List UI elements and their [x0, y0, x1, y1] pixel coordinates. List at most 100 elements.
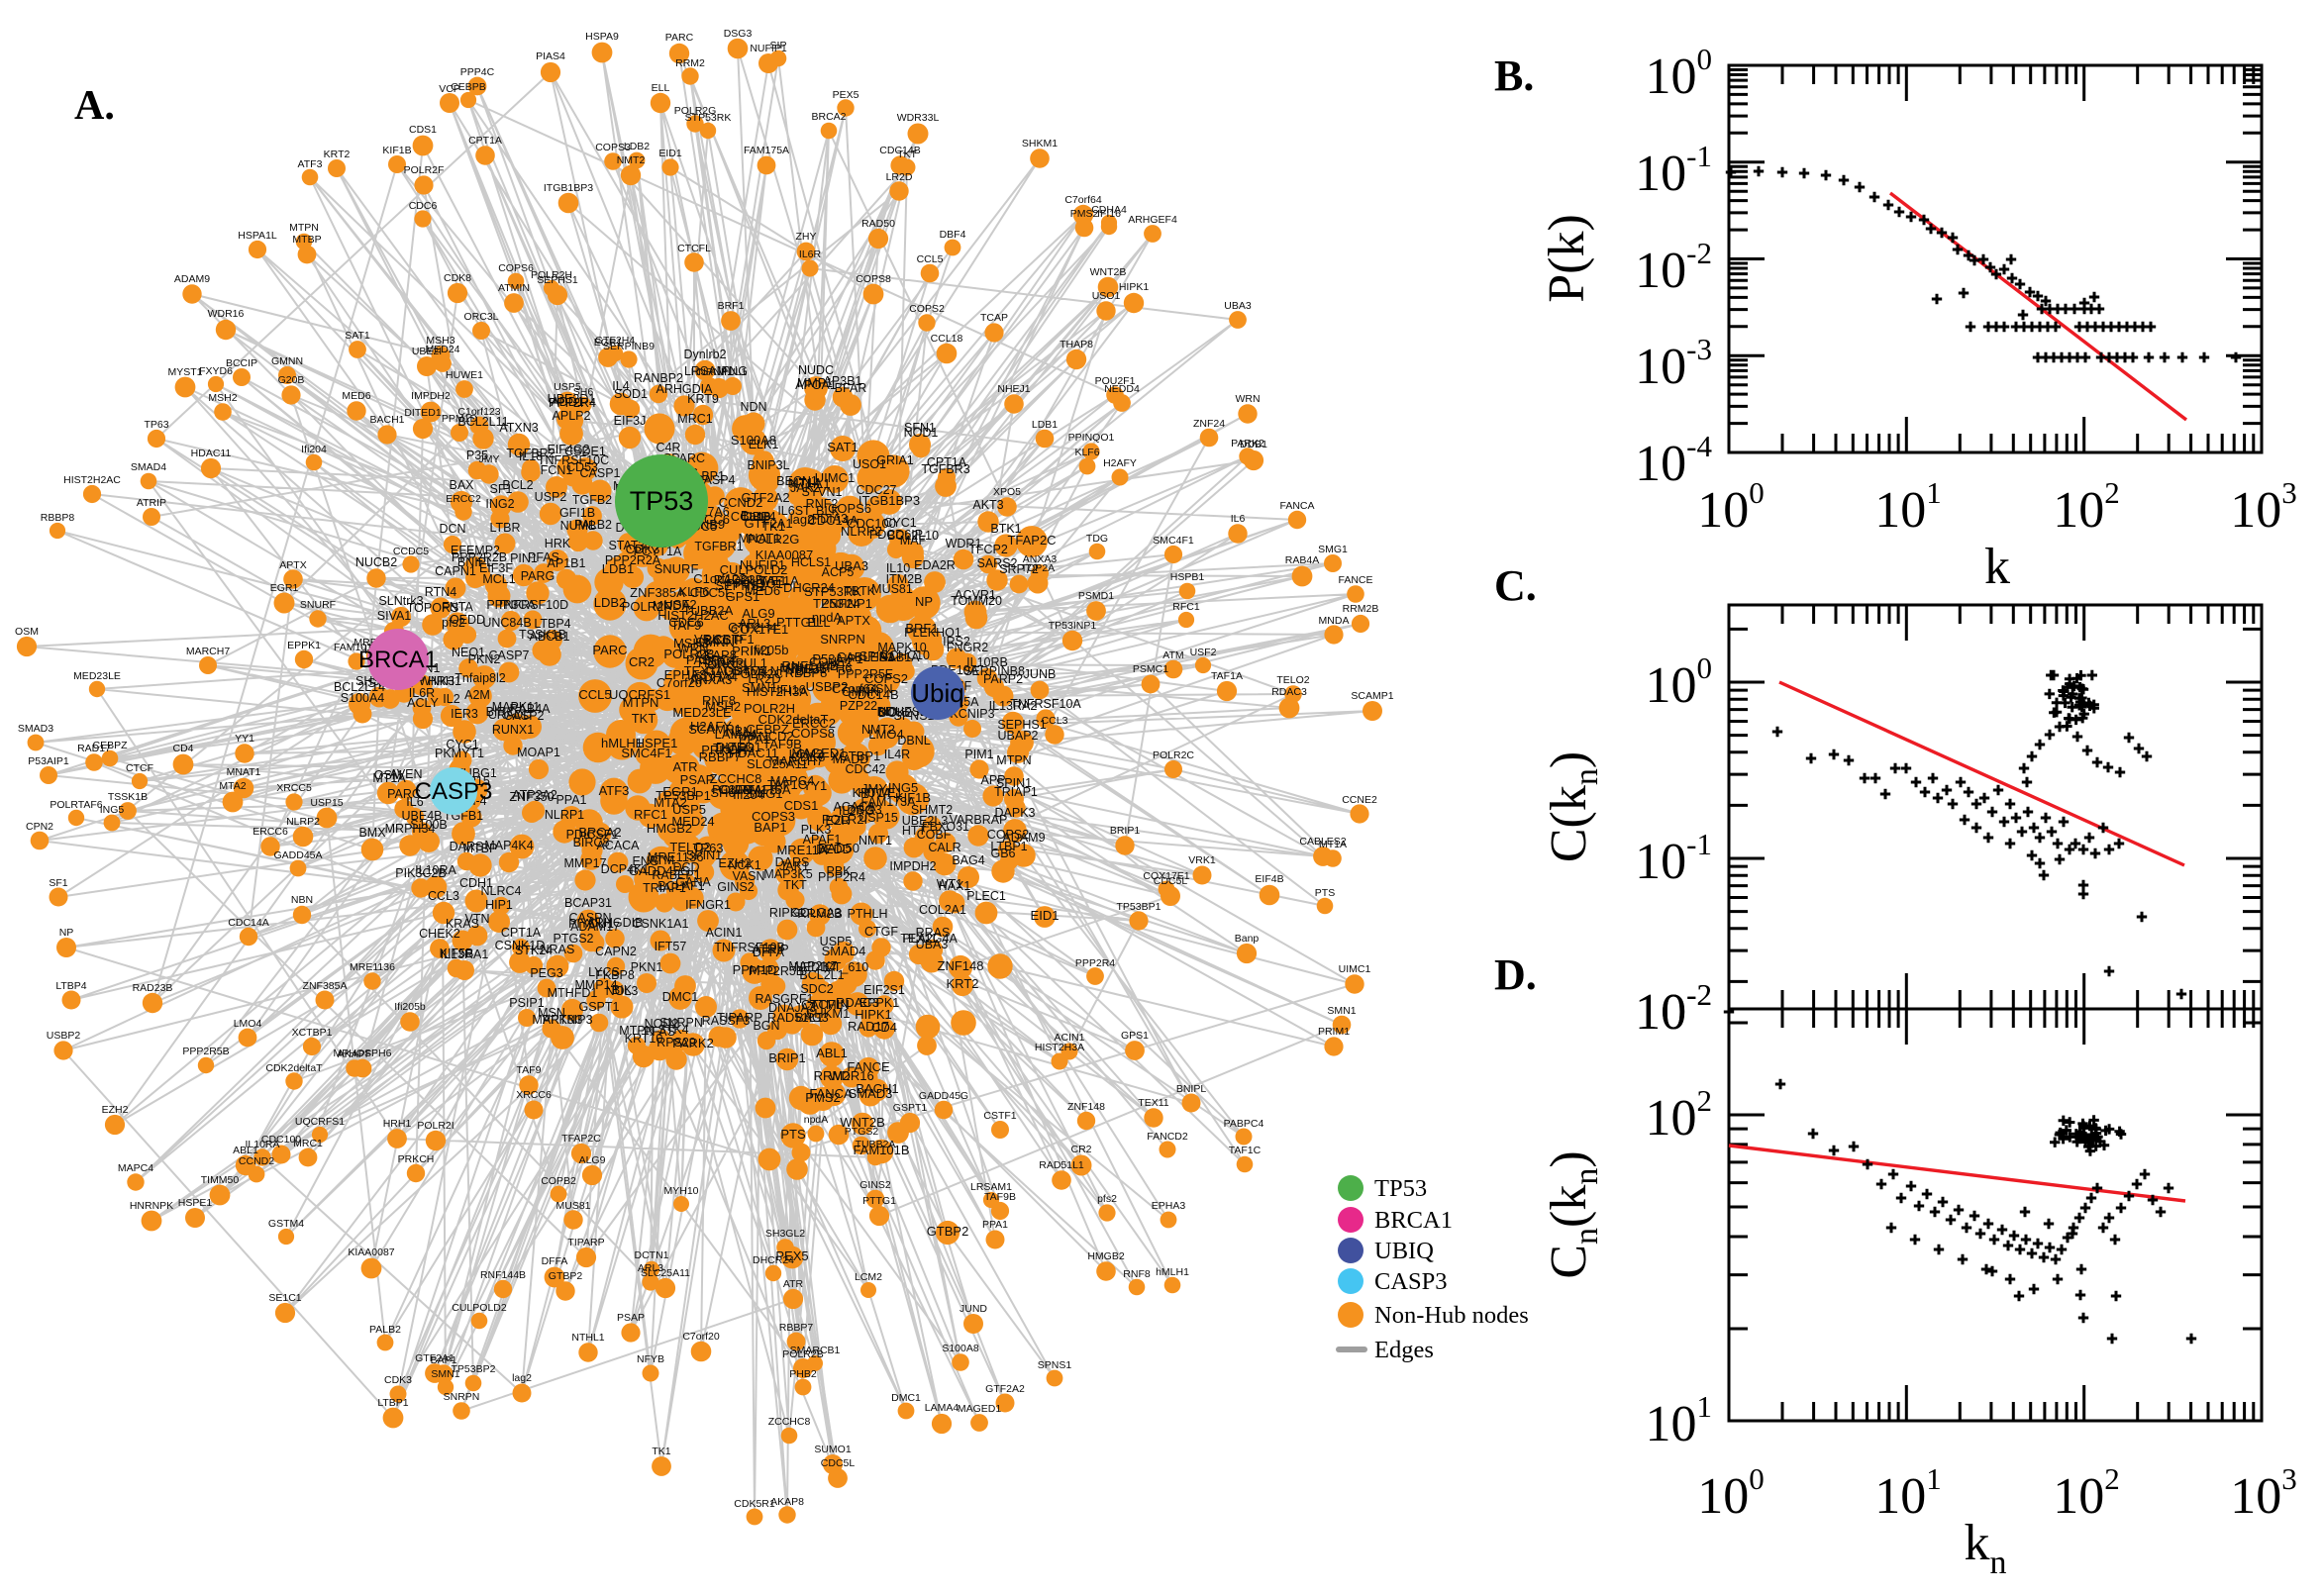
svg-text:ING5: ING5	[888, 780, 918, 795]
svg-text:DHCR24: DHCR24	[783, 580, 835, 595]
svg-text:SLC25A11: SLC25A11	[641, 1267, 690, 1279]
svg-text:HRH1: HRH1	[428, 674, 461, 688]
svg-text:PPP2R2A: PPP2R2A	[605, 553, 661, 567]
svg-text:RANBP2: RANBP2	[634, 371, 683, 385]
svg-text:CD4: CD4	[172, 743, 193, 754]
svg-text:PPA1: PPA1	[556, 793, 586, 807]
svg-text:SAT1: SAT1	[827, 440, 858, 454]
svg-text:BTK1: BTK1	[990, 522, 1021, 536]
svg-text:NBN: NBN	[291, 894, 313, 906]
svg-text:LAMA4: LAMA4	[715, 727, 758, 742]
svg-text:IL6: IL6	[406, 795, 423, 809]
svg-text:C4R: C4R	[656, 441, 680, 454]
svg-text:MPHOSPH6: MPHOSPH6	[780, 660, 853, 675]
svg-text:ANXA3: ANXA3	[690, 672, 733, 687]
svg-text:ITGB1BP3: ITGB1BP3	[858, 493, 920, 508]
svg-text:XCTBP1: XCTBP1	[831, 748, 881, 763]
svg-text:RAD50: RAD50	[861, 218, 895, 230]
svg-text:MADD: MADD	[833, 752, 869, 766]
svg-text:BFAR: BFAR	[835, 381, 867, 395]
svg-text:POLR2C: POLR2C	[1153, 749, 1194, 761]
svg-text:CDS1: CDS1	[409, 124, 437, 136]
svg-text:ATR: ATR	[783, 1278, 804, 1290]
svg-text:MAPK10: MAPK10	[877, 641, 926, 654]
svg-text:BACH1: BACH1	[369, 414, 404, 426]
svg-text:BRCA1: BRCA1	[358, 647, 438, 673]
svg-text:H2AFY: H2AFY	[690, 719, 732, 734]
svg-text:TP53INP1: TP53INP1	[1049, 620, 1097, 632]
svg-text:CCL5: CCL5	[917, 253, 944, 265]
svg-text:ZNF148: ZNF148	[1067, 1101, 1105, 1113]
svg-text:DDB1: DDB1	[1240, 439, 1267, 450]
svg-text:SPIN1: SPIN1	[996, 776, 1032, 790]
svg-text:LCM2: LCM2	[789, 747, 824, 761]
svg-text:MSH3: MSH3	[426, 335, 454, 347]
svg-text:USO1: USO1	[1092, 290, 1121, 302]
svg-text:GB6: GB6	[990, 847, 1015, 860]
svg-text:PARK2: PARK2	[672, 1036, 714, 1050]
svg-text:XRCC6: XRCC6	[516, 1089, 552, 1101]
svg-text:IL10: IL10	[886, 561, 910, 575]
svg-text:HIST2H3A: HIST2H3A	[747, 684, 808, 699]
svg-text:HSPE1: HSPE1	[178, 1197, 213, 1209]
svg-text:LDB2: LDB2	[594, 595, 627, 610]
svg-text:C1orf123: C1orf123	[457, 406, 500, 418]
svg-text:NDN: NDN	[740, 400, 766, 414]
svg-text:BNIP3L: BNIP3L	[747, 458, 789, 472]
svg-text:WDR33L: WDR33L	[897, 112, 940, 124]
svg-text:P(k): P(k)	[1539, 214, 1595, 303]
svg-text:SNRPN: SNRPN	[820, 632, 865, 647]
svg-text:PTGS2: PTGS2	[845, 1126, 879, 1138]
svg-text:Edges: Edges	[1374, 1337, 1434, 1363]
svg-text:LTBP4: LTBP4	[534, 617, 570, 631]
svg-text:XRCC5: XRCC5	[276, 782, 312, 794]
svg-text:IL6R: IL6R	[799, 249, 822, 260]
svg-text:RIPK1: RIPK1	[769, 906, 805, 920]
svg-text:MED6: MED6	[745, 583, 780, 598]
svg-text:HIST2H3A: HIST2H3A	[1035, 1042, 1084, 1053]
svg-text:KRT14: KRT14	[853, 786, 891, 800]
svg-text:EGR1: EGR1	[662, 784, 697, 799]
svg-text:POU2F1: POU2F1	[1095, 375, 1136, 387]
svg-text:MAP2K7: MAP2K7	[788, 959, 837, 973]
svg-text:GSTM4: GSTM4	[268, 1218, 304, 1230]
svg-text:MED24: MED24	[671, 814, 714, 829]
svg-text:GADD45A: GADD45A	[273, 849, 322, 861]
svg-text:RASGRF1: RASGRF1	[755, 992, 813, 1006]
svg-text:TDG: TDG	[1086, 533, 1108, 545]
svg-text:LR2D: LR2D	[748, 671, 780, 686]
svg-text:TNFRSF10A: TNFRSF10A	[1010, 697, 1081, 711]
svg-text:CTGF: CTGF	[864, 925, 898, 939]
svg-text:HUWE1: HUWE1	[446, 369, 483, 381]
svg-text:PEX5: PEX5	[833, 89, 859, 101]
svg-text:TFAP2C: TFAP2C	[1007, 533, 1056, 548]
svg-text:RRAS: RRAS	[916, 926, 951, 940]
svg-text:BCL2L10: BCL2L10	[887, 529, 939, 543]
svg-text:STP53RK: STP53RK	[685, 112, 732, 124]
svg-text:NBN: NBN	[725, 724, 752, 739]
svg-text:CASP3: CASP3	[1374, 1268, 1448, 1295]
svg-text:SMAD3: SMAD3	[849, 1086, 893, 1101]
svg-text:PIAS4: PIAS4	[536, 50, 565, 62]
svg-text:MRC1: MRC1	[293, 1138, 323, 1149]
svg-text:HTT: HTT	[902, 824, 927, 838]
svg-text:CCL3: CCL3	[1042, 715, 1068, 727]
svg-text:WNT2B: WNT2B	[840, 1115, 885, 1130]
svg-text:RTN4: RTN4	[425, 585, 456, 599]
svg-text:RBBP8: RBBP8	[41, 512, 75, 524]
svg-text:RAD17: RAD17	[77, 743, 111, 754]
svg-text:ACACA: ACACA	[833, 800, 876, 814]
svg-text:TNFRSF10C: TNFRSF10C	[538, 453, 609, 467]
svg-text:PTTG1: PTTG1	[862, 1195, 896, 1207]
svg-text:LR2D: LR2D	[886, 171, 913, 183]
svg-text:TSSK1B: TSSK1B	[108, 791, 148, 803]
svg-text:DOK2: DOK2	[878, 706, 912, 720]
svg-text:AKT3: AKT3	[972, 498, 1003, 512]
svg-text:PTHLH: PTHLH	[848, 907, 888, 921]
svg-text:CDC100: CDC100	[261, 1134, 301, 1146]
svg-text:SYVN1: SYVN1	[802, 485, 843, 499]
svg-text:THAP8: THAP8	[713, 741, 755, 755]
svg-text:GTF2H4: GTF2H4	[595, 335, 635, 347]
svg-text:TP53BP1: TP53BP1	[1117, 901, 1162, 913]
svg-text:SH6: SH6	[573, 386, 594, 398]
